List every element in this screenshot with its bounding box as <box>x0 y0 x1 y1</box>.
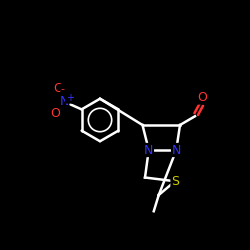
Text: N: N <box>60 95 69 108</box>
Text: N: N <box>144 144 154 156</box>
Text: -: - <box>61 84 65 94</box>
Text: O: O <box>198 91 207 104</box>
Text: +: + <box>66 93 74 103</box>
Text: O: O <box>53 82 63 94</box>
Text: N: N <box>172 144 181 156</box>
Text: O: O <box>50 106 60 120</box>
Text: S: S <box>171 175 179 188</box>
